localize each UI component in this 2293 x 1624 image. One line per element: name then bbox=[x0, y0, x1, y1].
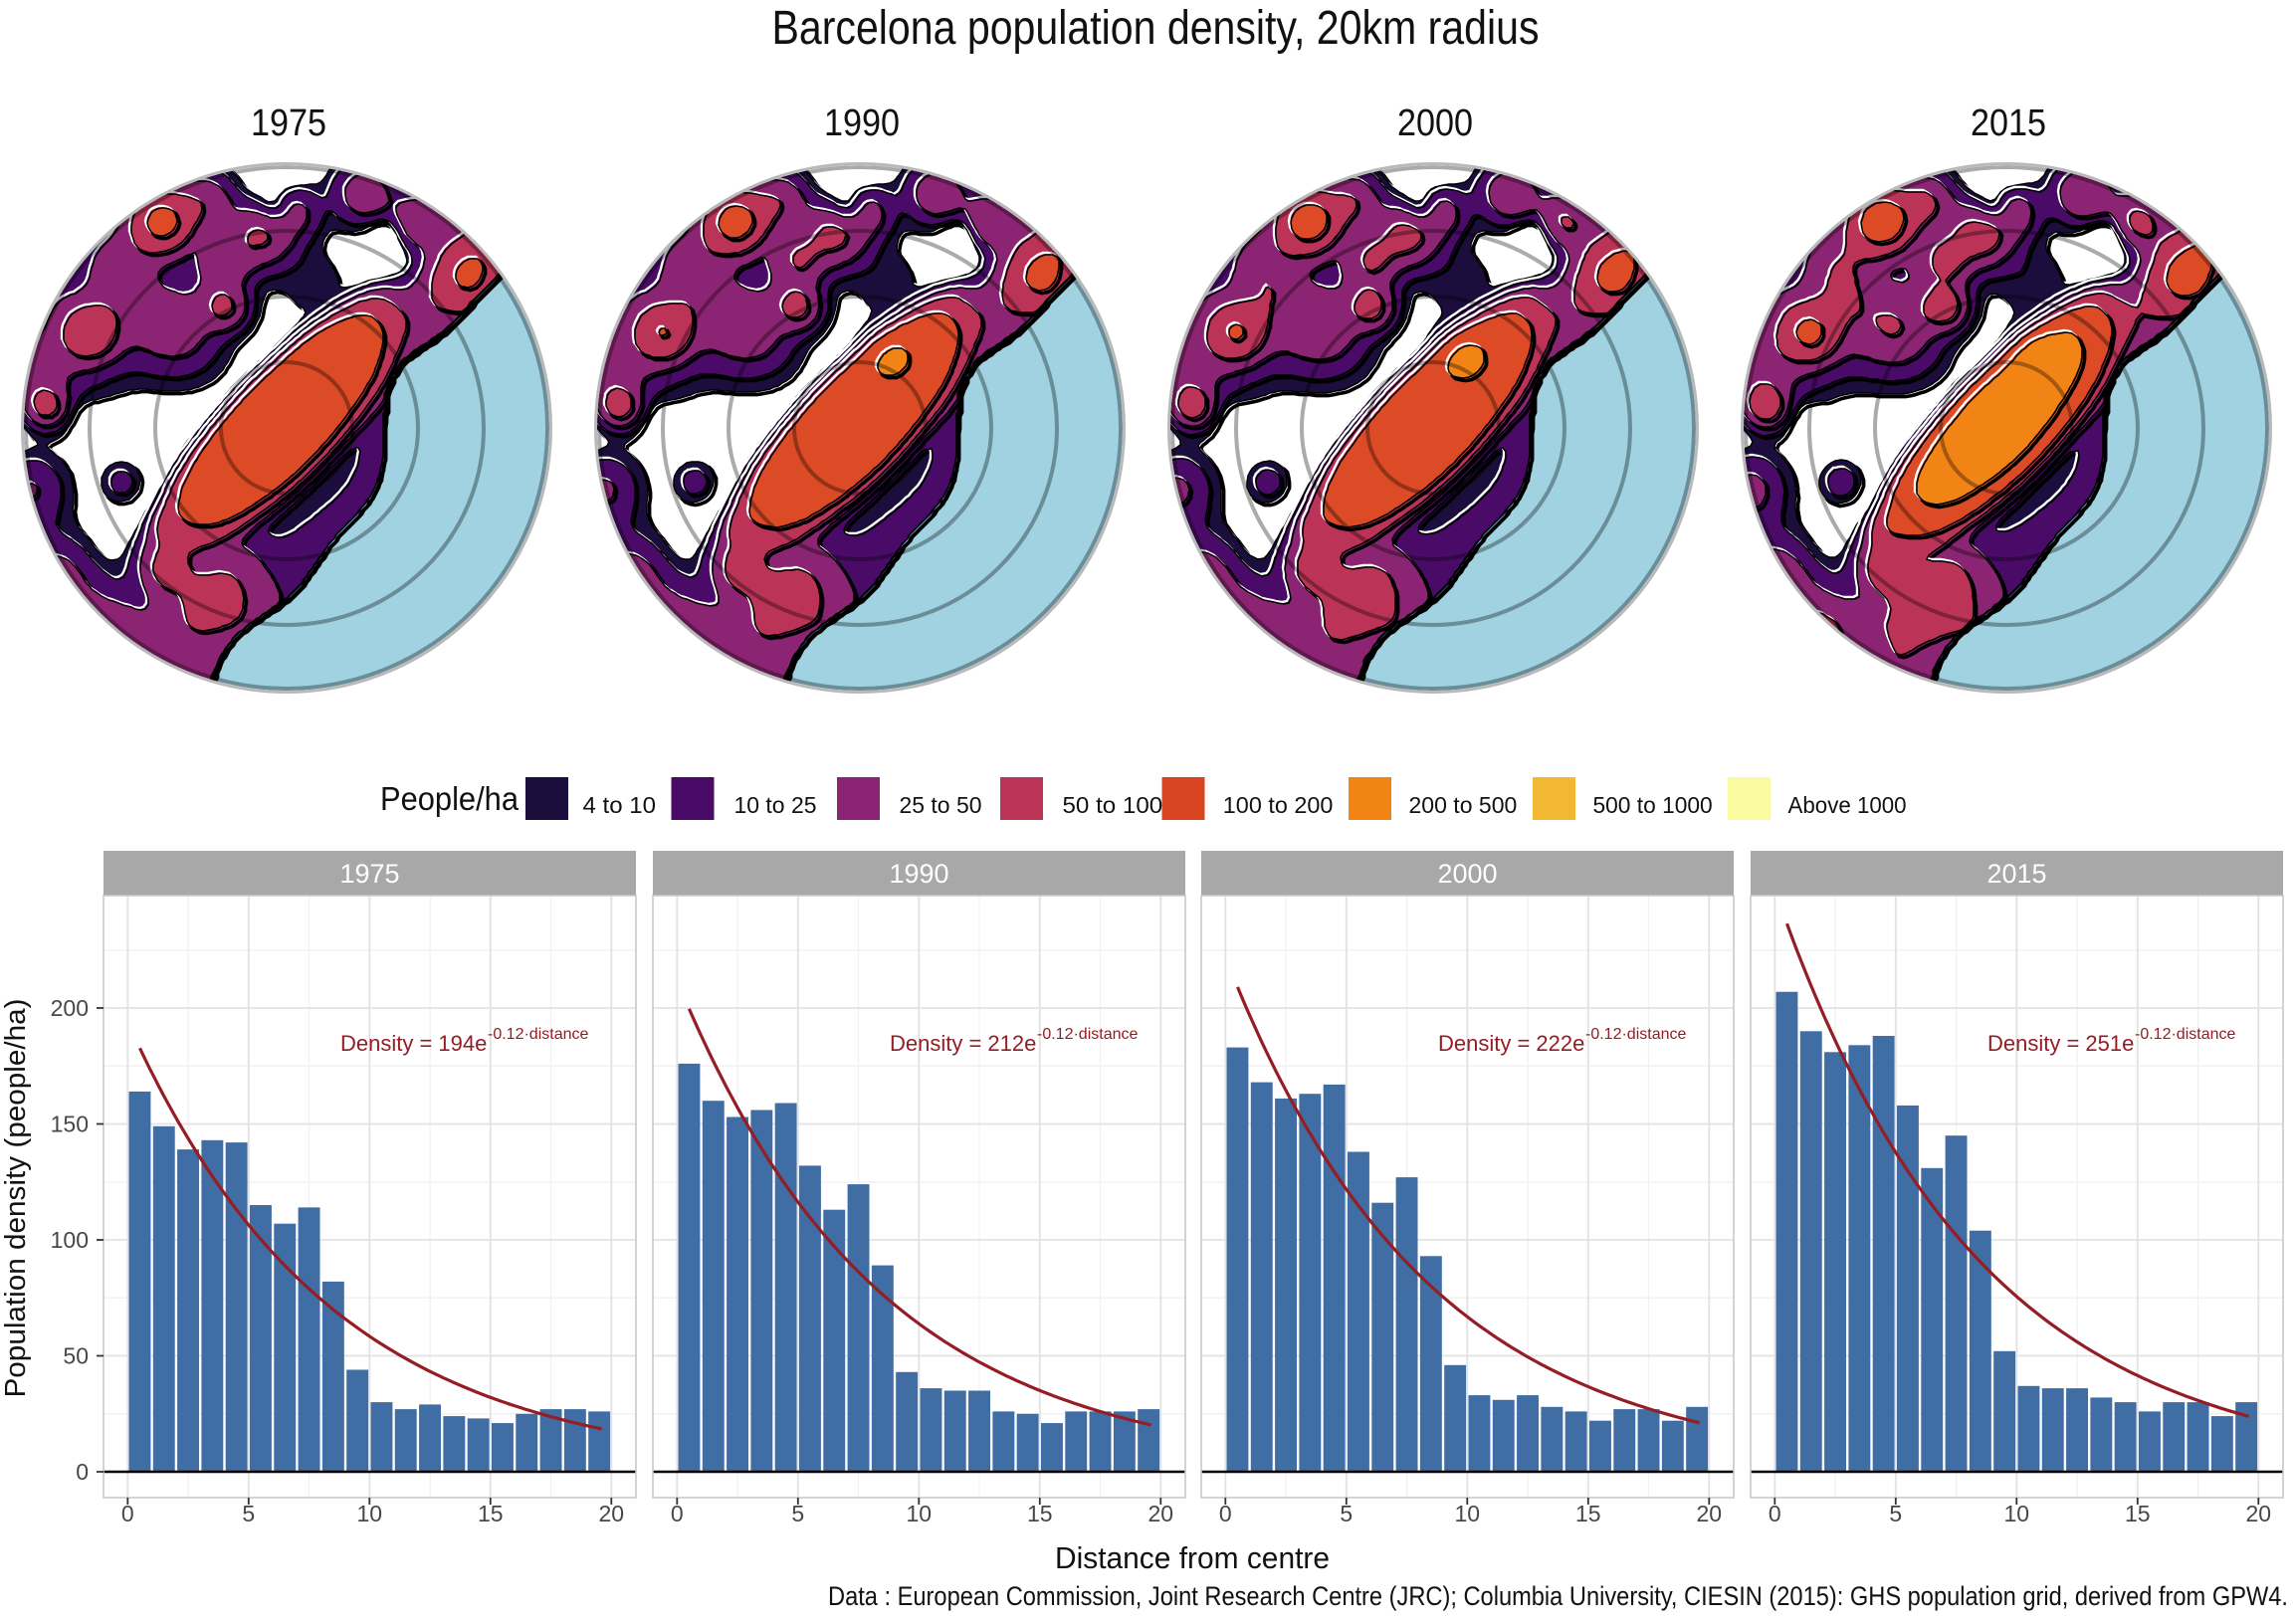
svg-text:20: 20 bbox=[1148, 1501, 1174, 1526]
svg-text:0: 0 bbox=[1219, 1501, 1232, 1526]
svg-text:5: 5 bbox=[791, 1501, 804, 1526]
svg-text:Data : European Commission, Jo: Data : European Commission, Joint Resear… bbox=[828, 1581, 2288, 1611]
svg-text:50 to 100: 50 to 100 bbox=[1063, 792, 1163, 818]
svg-text:15: 15 bbox=[1027, 1501, 1053, 1526]
svg-text:4 to 10: 4 to 10 bbox=[583, 792, 657, 818]
svg-text:5: 5 bbox=[1340, 1501, 1353, 1526]
svg-text:Density = 212e: Density = 212e bbox=[890, 1031, 1036, 1056]
svg-text:Population density (people/ha): Population density (people/ha) bbox=[0, 999, 32, 1398]
svg-text:Barcelona population density,: Barcelona population density, 20km radiu… bbox=[772, 2, 1540, 55]
svg-text:100 to 200: 100 to 200 bbox=[1223, 792, 1334, 818]
svg-text:15: 15 bbox=[2125, 1501, 2151, 1526]
svg-text:10: 10 bbox=[1455, 1501, 1481, 1526]
svg-text:200: 200 bbox=[51, 995, 89, 1021]
svg-text:1975: 1975 bbox=[251, 102, 326, 144]
svg-text:200 to 500: 200 to 500 bbox=[1409, 792, 1518, 818]
svg-text:25 to 50: 25 to 50 bbox=[900, 792, 982, 818]
svg-text:0: 0 bbox=[671, 1501, 684, 1526]
svg-text:20: 20 bbox=[2246, 1501, 2272, 1526]
svg-text:-0.12·distance: -0.12·distance bbox=[1037, 1026, 1138, 1043]
svg-text:10: 10 bbox=[907, 1501, 933, 1526]
svg-text:-0.12·distance: -0.12·distance bbox=[1585, 1026, 1686, 1043]
svg-text:15: 15 bbox=[1575, 1501, 1601, 1526]
svg-text:10: 10 bbox=[357, 1501, 383, 1526]
svg-text:0: 0 bbox=[121, 1501, 134, 1526]
svg-text:10: 10 bbox=[2004, 1501, 2030, 1526]
svg-text:People/ha: People/ha bbox=[380, 780, 520, 817]
svg-text:0: 0 bbox=[76, 1459, 89, 1485]
svg-text:Above 1000: Above 1000 bbox=[1788, 792, 1907, 818]
svg-text:20: 20 bbox=[599, 1501, 625, 1526]
svg-text:2000: 2000 bbox=[1437, 859, 1497, 889]
svg-text:100: 100 bbox=[51, 1227, 89, 1253]
svg-text:-0.12·distance: -0.12·distance bbox=[2135, 1026, 2235, 1043]
svg-text:0: 0 bbox=[1769, 1501, 1781, 1526]
svg-text:-0.12·distance: -0.12·distance bbox=[488, 1026, 588, 1043]
svg-text:150: 150 bbox=[51, 1112, 89, 1137]
svg-text:2015: 2015 bbox=[1986, 859, 2046, 889]
svg-text:1975: 1975 bbox=[339, 859, 399, 889]
svg-text:5: 5 bbox=[1889, 1501, 1902, 1526]
svg-text:10 to 25: 10 to 25 bbox=[734, 792, 817, 818]
svg-text:2015: 2015 bbox=[1971, 102, 2046, 144]
svg-text:2000: 2000 bbox=[1397, 102, 1473, 144]
svg-text:Density = 251e: Density = 251e bbox=[1987, 1031, 2134, 1056]
svg-text:Density = 194e: Density = 194e bbox=[340, 1031, 487, 1056]
svg-text:50: 50 bbox=[63, 1343, 89, 1369]
svg-text:5: 5 bbox=[242, 1501, 255, 1526]
svg-text:20: 20 bbox=[1697, 1501, 1723, 1526]
svg-text:500 to 1000: 500 to 1000 bbox=[1593, 792, 1713, 818]
svg-text:15: 15 bbox=[478, 1501, 504, 1526]
svg-text:Distance from centre: Distance from centre bbox=[1055, 1540, 1330, 1575]
svg-text:1990: 1990 bbox=[889, 859, 948, 889]
svg-text:1990: 1990 bbox=[824, 102, 900, 144]
svg-text:Density = 222e: Density = 222e bbox=[1438, 1031, 1584, 1056]
